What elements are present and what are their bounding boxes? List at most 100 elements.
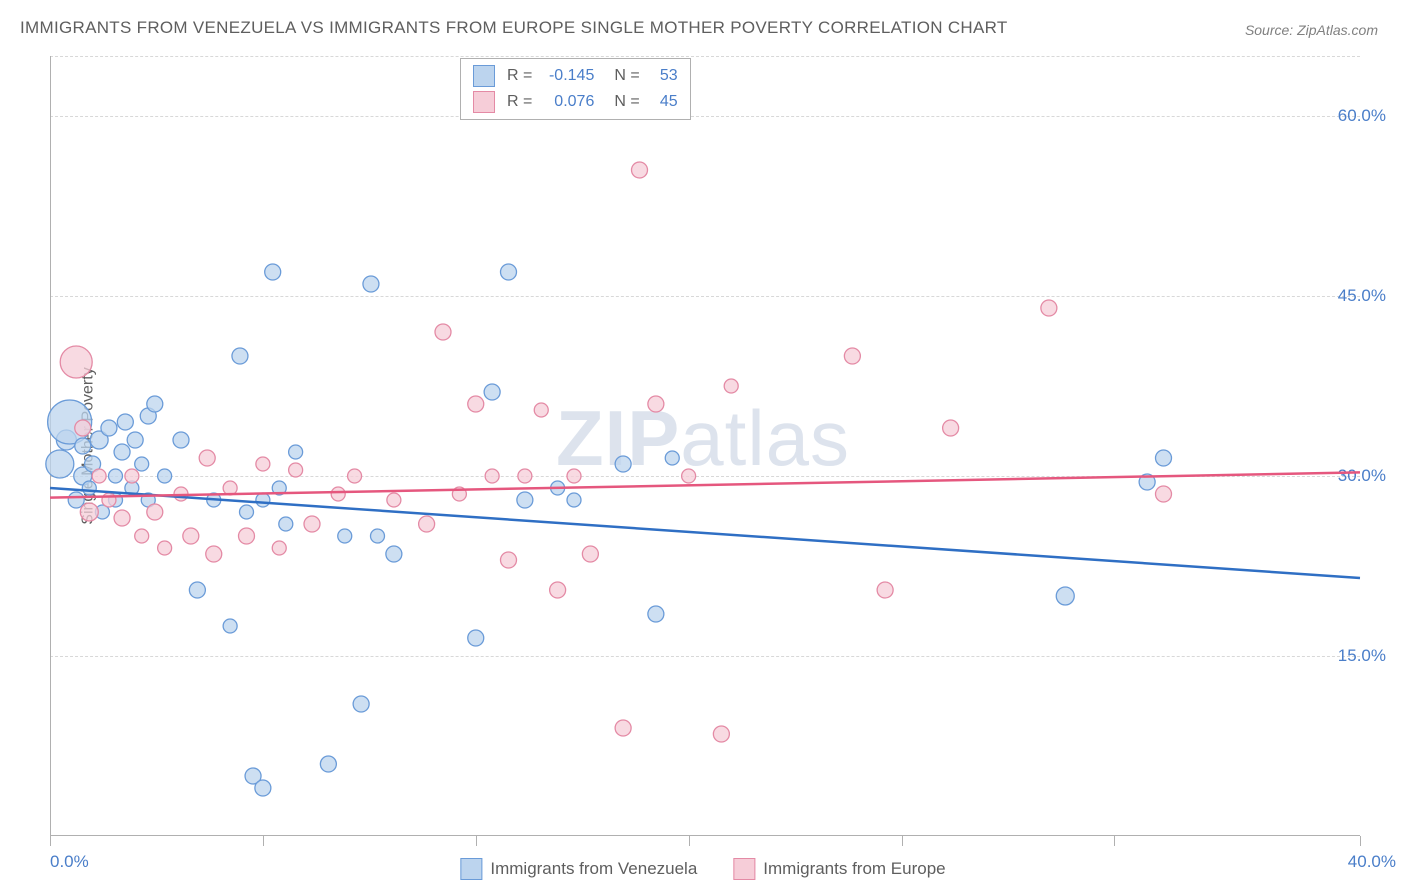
scatter-point xyxy=(68,492,84,508)
scatter-point xyxy=(147,504,163,520)
scatter-point xyxy=(550,582,566,598)
scatter-point xyxy=(147,396,163,412)
scatter-point xyxy=(348,469,362,483)
scatter-point xyxy=(256,493,270,507)
legend-label: Immigrants from Venezuela xyxy=(490,859,697,879)
x-tick-label: 0.0% xyxy=(50,852,89,872)
scatter-point xyxy=(80,503,98,521)
scatter-point xyxy=(331,487,345,501)
scatter-point xyxy=(101,420,117,436)
scatter-point xyxy=(648,396,664,412)
scatter-point xyxy=(82,481,96,495)
legend-item: Immigrants from Venezuela xyxy=(460,858,697,880)
scatter-point xyxy=(468,396,484,412)
scatter-point xyxy=(92,469,106,483)
scatter-point xyxy=(114,510,130,526)
scatter-point xyxy=(173,432,189,448)
scatter-point xyxy=(206,546,222,562)
scatter-point xyxy=(255,780,271,796)
scatter-point xyxy=(1056,587,1074,605)
x-tick-label: 40.0% xyxy=(1348,852,1396,872)
stats-legend: R =-0.145N =53R =0.076N =45 xyxy=(460,58,691,120)
scatter-point xyxy=(877,582,893,598)
scatter-point xyxy=(1041,300,1057,316)
scatter-point xyxy=(419,516,435,532)
scatter-point xyxy=(114,444,130,460)
legend-label: Immigrants from Europe xyxy=(763,859,945,879)
scatter-point xyxy=(844,348,860,364)
stats-legend-row: R = 0.076 N = 45 xyxy=(473,89,678,115)
scatter-point xyxy=(75,420,91,436)
r-value: 0.076 xyxy=(540,93,594,111)
scatter-point xyxy=(713,726,729,742)
scatter-point xyxy=(183,528,199,544)
scatter-point xyxy=(387,493,401,507)
scatter-point xyxy=(189,582,205,598)
legend-swatch-icon xyxy=(473,65,495,87)
scatter-point xyxy=(232,348,248,364)
scatter-point xyxy=(279,517,293,531)
chart-title: IMMIGRANTS FROM VENEZUELA VS IMMIGRANTS … xyxy=(20,18,1008,38)
scatter-point xyxy=(117,414,133,430)
scatter-point xyxy=(75,438,91,454)
scatter-point xyxy=(353,696,369,712)
scatter-point xyxy=(567,469,581,483)
scatter-point xyxy=(158,469,172,483)
scatter-point xyxy=(158,541,172,555)
source-label: Source: ZipAtlas.com xyxy=(1245,22,1378,38)
scatter-point xyxy=(289,445,303,459)
scatter-point xyxy=(46,450,74,478)
scatter-point xyxy=(485,469,499,483)
legend-swatch-icon xyxy=(733,858,755,880)
n-value: 45 xyxy=(648,93,678,111)
scatter-point xyxy=(484,384,500,400)
scatter-point xyxy=(648,606,664,622)
scatter-point xyxy=(632,162,648,178)
scatter-point xyxy=(468,630,484,646)
scatter-point xyxy=(682,469,696,483)
scatter-point xyxy=(943,420,959,436)
series-legend: Immigrants from Venezuela Immigrants from… xyxy=(460,858,945,880)
scatter-point xyxy=(1156,450,1172,466)
scatter-point xyxy=(518,469,532,483)
scatter-point xyxy=(338,529,352,543)
scatter-point xyxy=(60,346,92,378)
scatter-point xyxy=(665,451,679,465)
scatter-point xyxy=(272,541,286,555)
scatter-point xyxy=(320,756,336,772)
scatter-point xyxy=(724,379,738,393)
scatter-point xyxy=(125,469,139,483)
scatter-point xyxy=(363,276,379,292)
scatter-point xyxy=(615,456,631,472)
scatter-point xyxy=(304,516,320,532)
stats-legend-row: R =-0.145N =53 xyxy=(473,63,678,89)
r-value: -0.145 xyxy=(540,67,594,85)
legend-swatch-icon xyxy=(473,91,495,113)
scatter-point xyxy=(239,528,255,544)
scatter-point xyxy=(517,492,533,508)
scatter-point xyxy=(386,546,402,562)
scatter-point xyxy=(501,264,517,280)
scatter-point xyxy=(265,264,281,280)
n-label: N = xyxy=(614,93,639,111)
scatter-plot xyxy=(50,56,1360,836)
scatter-point xyxy=(582,546,598,562)
scatter-point xyxy=(371,529,385,543)
r-label: R = xyxy=(507,67,532,85)
scatter-point xyxy=(289,463,303,477)
scatter-point xyxy=(534,403,548,417)
r-label: R = xyxy=(507,93,532,111)
scatter-point xyxy=(256,457,270,471)
legend-swatch-icon xyxy=(460,858,482,880)
scatter-point xyxy=(223,619,237,633)
scatter-point xyxy=(109,469,123,483)
scatter-point xyxy=(199,450,215,466)
legend-item: Immigrants from Europe xyxy=(733,858,945,880)
scatter-point xyxy=(240,505,254,519)
scatter-point xyxy=(501,552,517,568)
scatter-point xyxy=(102,493,116,507)
scatter-point xyxy=(127,432,143,448)
scatter-point xyxy=(135,529,149,543)
scatter-point xyxy=(615,720,631,736)
n-label: N = xyxy=(614,67,639,85)
